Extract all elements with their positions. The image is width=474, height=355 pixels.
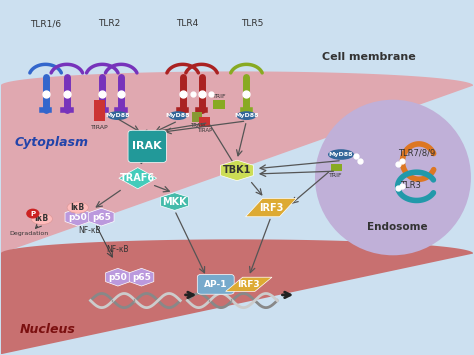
Text: TIRAP: TIRAP [91, 125, 108, 130]
Text: Cytoplasm: Cytoplasm [15, 136, 89, 149]
Text: Cell membrane: Cell membrane [322, 52, 416, 62]
Text: MyD88: MyD88 [166, 113, 190, 118]
FancyBboxPatch shape [94, 100, 105, 121]
Polygon shape [65, 208, 91, 226]
Text: TRAF6: TRAF6 [120, 173, 155, 183]
Text: TLR1/6: TLR1/6 [30, 19, 61, 28]
Text: TIRAP: TIRAP [197, 129, 212, 133]
Text: NF-κB: NF-κB [78, 226, 101, 235]
Text: AP-1: AP-1 [204, 280, 228, 289]
Ellipse shape [237, 111, 256, 120]
Text: Nucleus: Nucleus [19, 323, 75, 336]
Text: IκB: IκB [71, 203, 85, 212]
Polygon shape [0, 71, 474, 253]
Text: TRAM: TRAM [190, 123, 205, 128]
Text: p50: p50 [68, 213, 87, 222]
Ellipse shape [107, 111, 128, 120]
Text: IκB: IκB [35, 214, 49, 223]
Ellipse shape [31, 213, 53, 224]
Text: p65: p65 [132, 273, 151, 282]
Text: TRIF: TRIF [329, 173, 343, 178]
Text: IRF3: IRF3 [259, 203, 283, 213]
Text: p50: p50 [109, 273, 128, 282]
Polygon shape [0, 239, 474, 354]
Polygon shape [119, 168, 156, 189]
Text: IRAK: IRAK [132, 141, 162, 151]
Polygon shape [220, 160, 254, 181]
Text: TLR2: TLR2 [98, 19, 120, 28]
FancyBboxPatch shape [199, 117, 210, 127]
Text: TLR4: TLR4 [176, 19, 199, 28]
FancyBboxPatch shape [213, 100, 225, 109]
Polygon shape [226, 277, 272, 291]
FancyBboxPatch shape [192, 112, 202, 122]
Ellipse shape [168, 111, 187, 120]
Text: TLR5: TLR5 [241, 19, 263, 28]
FancyBboxPatch shape [128, 130, 166, 163]
Text: IRF3: IRF3 [237, 280, 260, 289]
Polygon shape [246, 198, 297, 217]
Text: Degradation: Degradation [9, 230, 49, 235]
Text: Endosome: Endosome [367, 222, 428, 232]
Text: MyD88: MyD88 [234, 113, 259, 118]
Text: p65: p65 [92, 213, 111, 222]
Polygon shape [0, 1, 474, 100]
Text: P: P [30, 211, 36, 217]
Polygon shape [129, 268, 154, 286]
Text: TRIF: TRIF [213, 94, 226, 99]
Circle shape [26, 209, 39, 219]
Ellipse shape [315, 100, 471, 255]
Text: TLR3: TLR3 [400, 181, 421, 190]
Ellipse shape [67, 202, 88, 213]
Text: MyD88: MyD88 [329, 152, 353, 157]
Polygon shape [89, 208, 114, 226]
FancyBboxPatch shape [330, 164, 342, 171]
Text: MKK: MKK [162, 197, 187, 207]
Text: TBK1: TBK1 [223, 165, 251, 175]
Text: MyD88: MyD88 [106, 113, 130, 118]
Ellipse shape [328, 149, 354, 160]
Text: TLR7/8/9: TLR7/8/9 [398, 149, 435, 158]
Polygon shape [161, 193, 189, 211]
FancyBboxPatch shape [197, 274, 234, 294]
Text: NF-κB: NF-κB [107, 245, 129, 254]
Polygon shape [106, 268, 130, 286]
